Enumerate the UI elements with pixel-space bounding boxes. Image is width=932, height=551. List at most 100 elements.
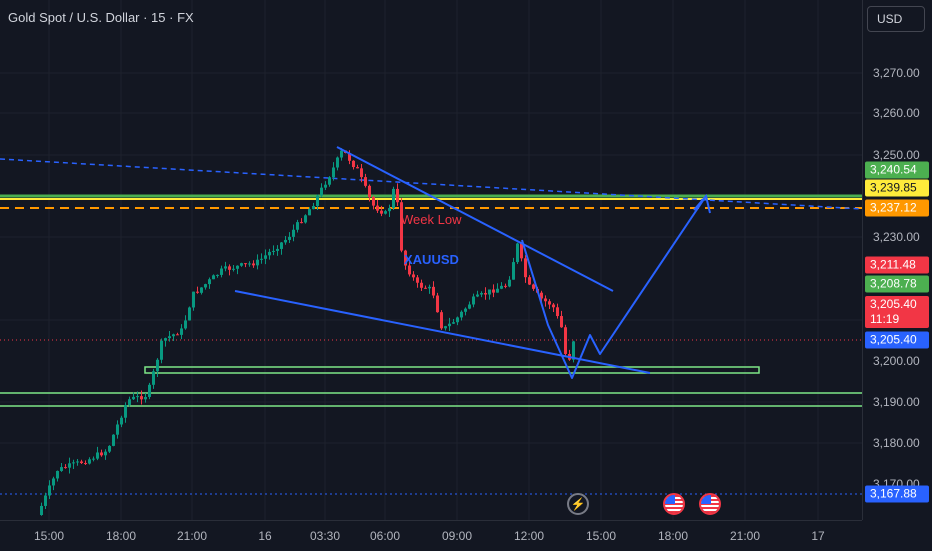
price-badge-orange: 3,237.12 — [865, 199, 929, 217]
candle-body — [572, 341, 575, 360]
time-tick: 15:00 — [33, 529, 65, 543]
candle-body — [336, 157, 339, 168]
candle-body — [92, 458, 95, 460]
candle-body — [560, 316, 563, 328]
candle-body — [272, 250, 275, 252]
candle-body — [304, 215, 307, 223]
candle-body — [104, 451, 107, 456]
candle-body — [540, 292, 543, 299]
price-badge-blue-2: 3,167.88 — [865, 485, 929, 503]
wedge-upper-trendline[interactable] — [336, 146, 614, 292]
chart-title[interactable]: Gold Spot / U.S. Dollar · 15 · FX — [8, 10, 194, 25]
grid-lines — [0, 0, 862, 520]
candle-body — [152, 371, 155, 385]
candle-body — [332, 167, 335, 178]
candle-body — [116, 424, 119, 435]
candle-body — [452, 322, 455, 324]
projection-arrow-head-icon — [693, 193, 711, 214]
week-low-label[interactable]: Week Low — [401, 212, 462, 227]
current-price-badge: 3,205.40 11:19 — [865, 296, 929, 328]
candle-body — [548, 301, 551, 305]
candle-body — [284, 239, 287, 243]
chart-canvas[interactable]: Week Low XAUUSD — [0, 0, 862, 520]
candle-body — [164, 338, 167, 341]
candle-body — [212, 275, 215, 280]
candle-body — [556, 307, 559, 317]
candle-body — [404, 250, 407, 266]
candle-body — [384, 211, 387, 214]
candle-body — [440, 312, 443, 329]
candle-body — [500, 285, 503, 289]
candle-body — [496, 288, 499, 293]
candle-body — [488, 289, 491, 295]
candle-body — [348, 152, 351, 161]
candle-body — [252, 263, 255, 266]
candle-body — [176, 334, 179, 336]
candle-body — [312, 206, 315, 210]
time-axis[interactable]: 15:00 18:00 21:00 16 03:30 06:00 09:00 1… — [0, 520, 862, 551]
candle-body — [456, 317, 459, 323]
time-tick: 03:30 — [309, 529, 341, 543]
candle-body — [364, 177, 367, 186]
candle-body — [56, 470, 59, 479]
candle-body — [264, 255, 267, 259]
candle-body — [276, 248, 279, 251]
candle-body — [504, 285, 507, 287]
candle-body — [84, 463, 87, 465]
candle-body — [356, 167, 359, 169]
projection-path[interactable] — [521, 195, 707, 379]
time-tick: 06:00 — [369, 529, 401, 543]
us-flag-icon[interactable] — [663, 493, 685, 515]
candle-body — [476, 294, 479, 297]
price-axis[interactable]: USD 3,270.00 3,260.00 3,250.00 3,230.00 … — [862, 0, 932, 520]
candle-body — [168, 336, 171, 339]
candle-body — [220, 268, 223, 275]
candle-body — [44, 495, 47, 506]
candle-body — [484, 293, 487, 295]
price-badge-green-2: 3,208.78 — [865, 275, 929, 293]
candle-body — [80, 461, 83, 464]
price-tick: 3,190.00 — [873, 395, 920, 409]
time-tick: 21:00 — [176, 529, 208, 543]
candle-body — [108, 445, 111, 452]
time-tick: 12:00 — [513, 529, 545, 543]
us-flag-icon[interactable] — [699, 493, 721, 515]
candle-body — [460, 311, 463, 318]
candle-body — [448, 323, 451, 327]
support-zone-lower[interactable] — [0, 392, 862, 407]
candle-body — [380, 210, 383, 214]
price-badge-green: 3,240.54 — [865, 161, 929, 179]
candle-body — [192, 291, 195, 308]
candle-body — [64, 467, 67, 469]
currency-selector[interactable]: USD — [867, 6, 925, 32]
time-tick: 21:00 — [729, 529, 761, 543]
candle-body — [288, 236, 291, 240]
time-tick: 17 — [811, 529, 825, 543]
support-zone-box[interactable] — [144, 366, 760, 374]
candle-body — [412, 274, 415, 278]
price-tick: 3,180.00 — [873, 436, 920, 450]
candle-body — [528, 277, 531, 285]
candle-body — [392, 188, 395, 209]
candle-body — [124, 404, 127, 418]
candle-body — [148, 384, 151, 397]
symbol-label[interactable]: XAUUSD — [404, 252, 459, 267]
current-price-value: 3,205.40 — [870, 297, 917, 311]
candle-body — [100, 452, 103, 456]
candle-body — [224, 266, 227, 269]
candle-body — [188, 307, 191, 321]
wedge-lower-trendline[interactable] — [234, 290, 651, 374]
candle-body — [468, 304, 471, 309]
price-tick: 3,200.00 — [873, 354, 920, 368]
lightning-icon[interactable]: ⚡ — [567, 493, 589, 515]
dashed-trendline[interactable] — [0, 158, 862, 210]
candlestick-series — [40, 148, 575, 516]
chart-plot-area[interactable]: Week Low XAUUSD Gold Spot / U.S. Dollar … — [0, 0, 862, 520]
candle-body — [520, 243, 523, 259]
candle-body — [204, 284, 207, 288]
candle-body — [400, 202, 403, 251]
candle-body — [228, 266, 231, 270]
candle-body — [516, 243, 519, 263]
candle-body — [268, 251, 271, 256]
candle-body — [508, 279, 511, 287]
